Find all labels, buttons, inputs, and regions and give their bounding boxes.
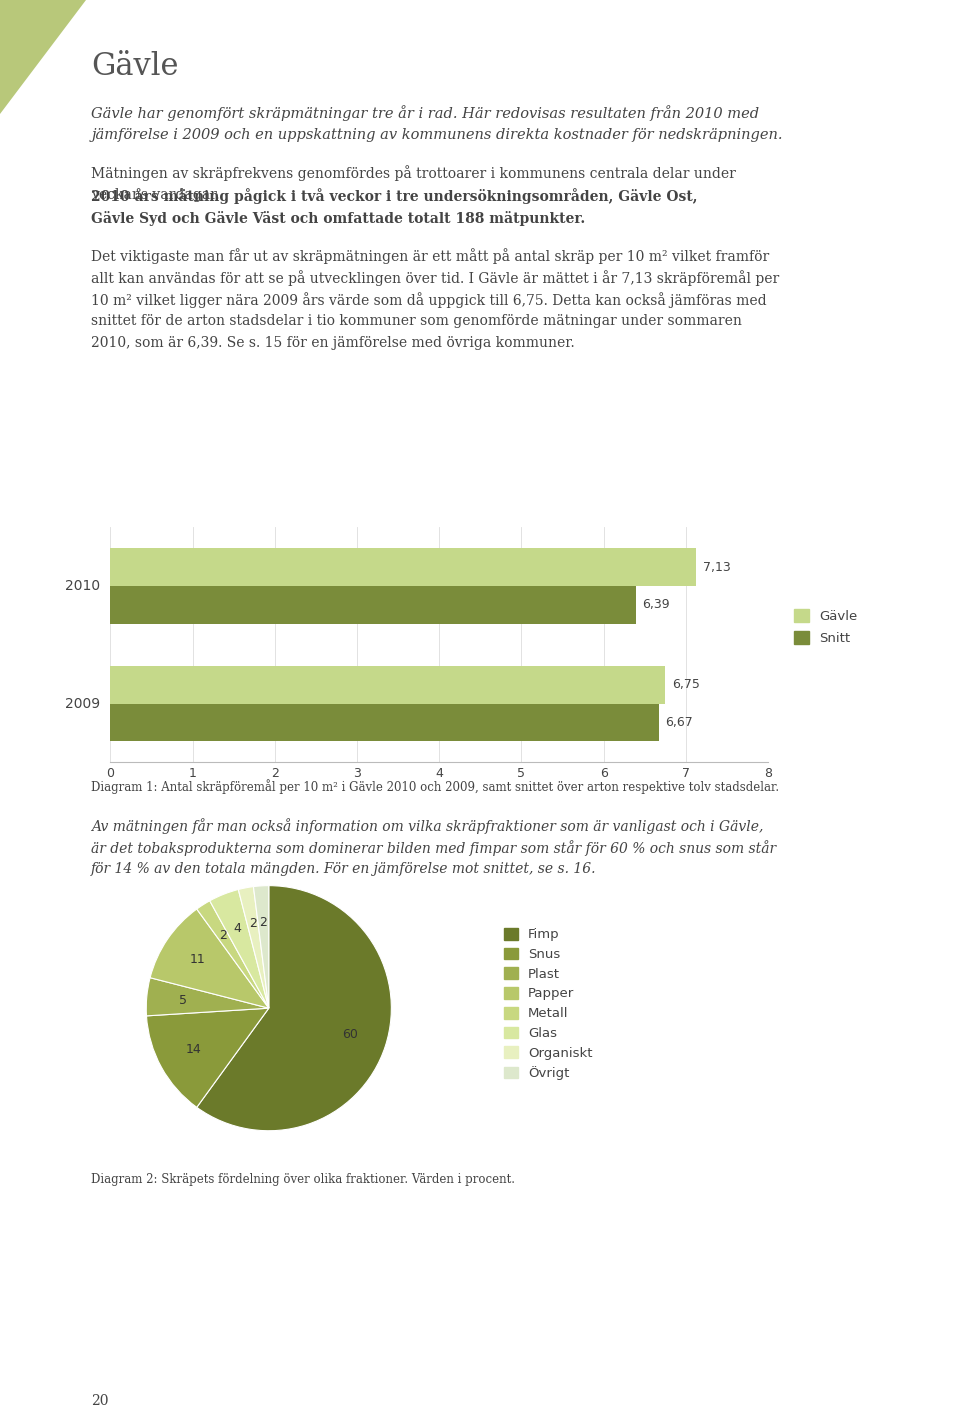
Text: 2009: 2009 <box>65 697 101 711</box>
Polygon shape <box>0 0 86 114</box>
Text: för 14 % av den totala mängden. För en jämförelse mot snittet, se s. 16.: för 14 % av den totala mängden. För en j… <box>91 862 597 876</box>
Text: Diagram 1: Antal skräpföremål per 10 m² i Gävle 2010 och 2009, samt snittet över: Diagram 1: Antal skräpföremål per 10 m² … <box>91 779 780 794</box>
Text: Det viktigaste man får ut av skräpmätningen är ett mått på antal skräp per 10 m²: Det viktigaste man får ut av skräpmätnin… <box>91 248 770 264</box>
Bar <box>110 665 665 704</box>
Text: 6,67: 6,67 <box>665 715 693 730</box>
Text: Av mätningen får man också information om vilka skräpfraktioner som är vanligast: Av mätningen får man också information o… <box>91 818 763 834</box>
Wedge shape <box>150 909 269 1009</box>
Text: 2: 2 <box>259 916 267 929</box>
Text: veckans vardagar.: veckans vardagar. <box>91 188 225 202</box>
Wedge shape <box>197 901 269 1009</box>
Text: 2: 2 <box>249 918 256 931</box>
Text: 2: 2 <box>219 929 227 942</box>
Wedge shape <box>147 1009 269 1107</box>
Wedge shape <box>253 886 269 1009</box>
Wedge shape <box>197 886 392 1130</box>
Text: 2010: 2010 <box>65 579 101 593</box>
Text: Diagram 2: Skräpets fördelning över olika fraktioner. Värden i procent.: Diagram 2: Skräpets fördelning över olik… <box>91 1173 516 1186</box>
Text: Gävle Syd och Gävle Väst och omfattade totalt 188 mätpunkter.: Gävle Syd och Gävle Väst och omfattade t… <box>91 211 586 227</box>
Text: jämförelse i 2009 och en uppskattning av kommunens direkta kostnader för nedskrä: jämförelse i 2009 och en uppskattning av… <box>91 128 782 142</box>
Text: 2010, som är 6,39. Se s. 15 för en jämförelse med övriga kommuner.: 2010, som är 6,39. Se s. 15 för en jämfö… <box>91 336 575 351</box>
Legend: Gävle, Snitt: Gävle, Snitt <box>789 604 863 650</box>
Bar <box>110 549 697 586</box>
Legend: Fimp, Snus, Plast, Papper, Metall, Glas, Organiskt, Övrigt: Fimp, Snus, Plast, Papper, Metall, Glas,… <box>499 922 598 1086</box>
Text: allt kan användas för att se på utvecklingen över tid. I Gävle är mättet i år 7,: allt kan användas för att se på utveckli… <box>91 271 780 286</box>
Text: 20: 20 <box>91 1394 108 1408</box>
Wedge shape <box>210 889 269 1009</box>
Text: Mätningen av skräpfrekvens genomfördes på trottoarer i kommunens centrala delar : Mätningen av skräpfrekvens genomfördes p… <box>91 165 736 181</box>
Text: 2010 års mätning pågick i två veckor i tre undersökningsområden, Gävle Ost,: 2010 års mätning pågick i två veckor i t… <box>91 188 698 204</box>
Text: 6,39: 6,39 <box>642 598 670 611</box>
Bar <box>110 704 659 741</box>
Wedge shape <box>146 978 269 1016</box>
Wedge shape <box>238 886 269 1009</box>
Text: 4: 4 <box>233 922 241 935</box>
Bar <box>110 586 636 624</box>
Text: snittet för de arton stadsdelar i tio kommuner som genomförde mätningar under so: snittet för de arton stadsdelar i tio ko… <box>91 314 742 328</box>
Text: 6,75: 6,75 <box>672 678 700 691</box>
Text: 5: 5 <box>180 993 187 1006</box>
Text: Gävle har genomfört skräpmätningar tre år i rad. Här redovisas resultaten från 2: Gävle har genomfört skräpmätningar tre å… <box>91 105 759 121</box>
Text: Gävle: Gävle <box>91 51 179 83</box>
Text: 7,13: 7,13 <box>703 560 731 574</box>
Text: 10 m² vilket ligger nära 2009 års värde som då uppgick till 6,75. Detta kan ocks: 10 m² vilket ligger nära 2009 års värde … <box>91 292 767 308</box>
Text: 14: 14 <box>185 1043 202 1056</box>
Text: är det tobaksprodukterna som dominerar bilden med fimpar som står för 60 % och s: är det tobaksprodukterna som dominerar b… <box>91 841 777 856</box>
Text: 60: 60 <box>343 1029 358 1042</box>
Text: 11: 11 <box>190 953 205 966</box>
